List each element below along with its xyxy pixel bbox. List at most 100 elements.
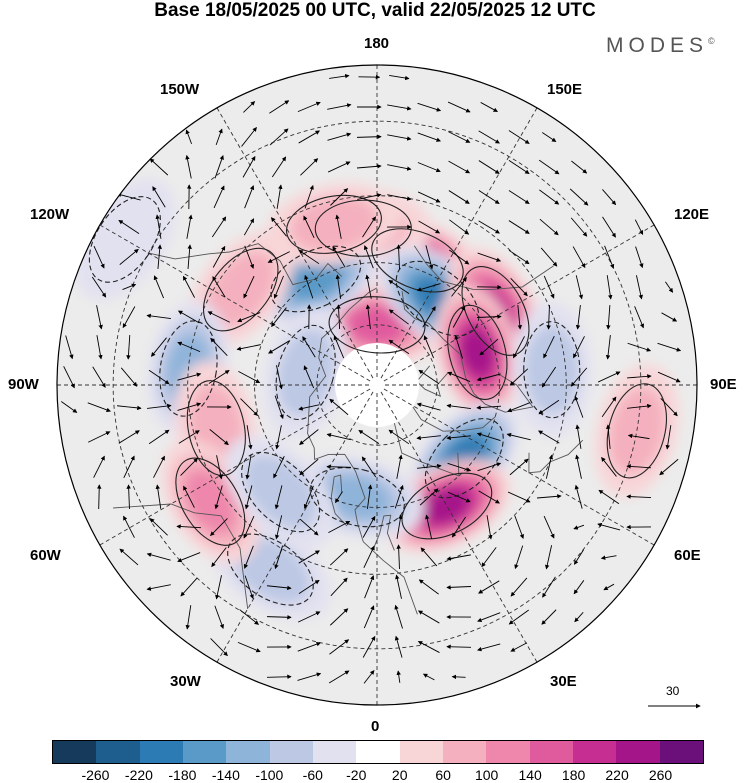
wind-vector — [155, 214, 162, 239]
wind-vector — [476, 432, 501, 441]
wind-vector — [510, 577, 528, 597]
wind-vector — [425, 514, 433, 539]
wind-vector — [542, 576, 556, 598]
wind-vector — [452, 305, 466, 328]
height-contour — [328, 296, 426, 354]
reference-vector-label: 30 — [666, 684, 680, 698]
wind-vector — [418, 220, 441, 234]
height-contour — [88, 196, 161, 283]
wind-vector — [477, 252, 502, 262]
wind-vector — [213, 185, 225, 209]
wind-vector — [477, 643, 501, 652]
wind-vector — [335, 214, 342, 239]
height-contour — [175, 457, 246, 546]
wind-vector — [120, 367, 138, 387]
wind-vector — [394, 484, 404, 509]
wind-vector — [363, 669, 375, 684]
wind-vector — [538, 159, 560, 175]
wind-vector — [573, 580, 585, 595]
wind-vector — [479, 338, 499, 356]
wind-vector — [216, 455, 223, 480]
wind-vector — [366, 484, 373, 509]
wind-vector — [96, 484, 102, 510]
wind-vector — [509, 368, 529, 386]
wind-vector — [508, 160, 530, 175]
lon-label-180: 180 — [364, 35, 390, 52]
wind-vector — [276, 184, 283, 209]
wind-vector — [357, 193, 382, 200]
wind-vector — [396, 670, 401, 683]
colorbar — [52, 740, 704, 764]
wind-vector — [149, 158, 169, 176]
wind-vector — [388, 279, 410, 294]
wind-vector — [238, 370, 261, 384]
lon-label-120w: 120W — [30, 206, 70, 223]
wind-vector — [395, 574, 402, 599]
wind-vector — [508, 130, 530, 144]
meridian-line — [216, 391, 374, 663]
wind-vector — [210, 337, 228, 356]
wind-vector — [425, 245, 434, 270]
wind-vector — [571, 160, 588, 174]
wind-vector — [362, 635, 376, 658]
wind-vector — [187, 244, 192, 269]
meridian-line — [380, 107, 538, 379]
map-title: Base 18/05/2025 00 UTC, valid 22/05/2025… — [154, 0, 596, 21]
wind-vector — [510, 642, 528, 652]
wind-vector — [336, 304, 341, 330]
colorbar-segment — [53, 741, 97, 763]
wind-vector — [601, 396, 617, 418]
wind-vector — [328, 670, 350, 684]
lon-label-60w: 60W — [30, 547, 61, 564]
wind-vector — [300, 158, 319, 176]
wind-vector — [570, 367, 588, 387]
lon-label-30w: 30W — [170, 673, 201, 690]
wind-vector — [447, 371, 471, 382]
wind-vector — [602, 189, 617, 206]
wind-vector — [454, 334, 464, 359]
anomaly-blob — [424, 488, 469, 524]
wind-vector — [93, 245, 105, 269]
wind-vector — [123, 515, 135, 538]
wind-vector — [185, 605, 192, 630]
wind-vector — [266, 615, 292, 620]
wind-vector — [185, 129, 193, 145]
wind-vector — [517, 305, 523, 330]
wind-vector — [239, 609, 260, 625]
copyright-mark: © — [708, 36, 715, 46]
wind-vector — [416, 283, 441, 292]
height-contour — [461, 266, 530, 356]
wind-vector — [243, 275, 255, 299]
wind-vector — [212, 276, 226, 298]
wind-vector — [362, 216, 376, 238]
anomaly-blob — [289, 196, 379, 253]
wind-vector — [298, 130, 320, 144]
anomaly-blob — [205, 250, 276, 329]
height-contour — [395, 260, 480, 337]
wind-vector — [183, 485, 195, 508]
wind-vector — [665, 425, 672, 450]
wind-vector — [362, 515, 376, 538]
wind-vector — [387, 104, 412, 111]
coastline — [330, 474, 348, 527]
colorbar-segment — [659, 741, 703, 763]
wind-vector — [268, 340, 290, 354]
colorbar-tick-label: -260 — [81, 767, 110, 783]
colorbar-tick-label: -140 — [211, 767, 240, 783]
wind-vector — [271, 307, 287, 328]
wind-vector — [664, 281, 674, 293]
wind-vector — [61, 401, 78, 413]
lon-label-120e: 120E — [674, 206, 710, 223]
height-contour — [202, 247, 279, 332]
wind-vector — [570, 217, 588, 237]
wind-vector — [417, 102, 442, 112]
wind-vector — [387, 164, 412, 171]
wind-vector — [332, 246, 346, 268]
lat-lon-graticule — [57, 65, 697, 705]
wind-vector — [177, 402, 202, 411]
wind-vector — [237, 312, 261, 323]
wind-vector — [180, 457, 198, 476]
wind-vector — [543, 275, 555, 299]
wind-vector — [297, 101, 321, 113]
wind-vector — [246, 425, 253, 450]
